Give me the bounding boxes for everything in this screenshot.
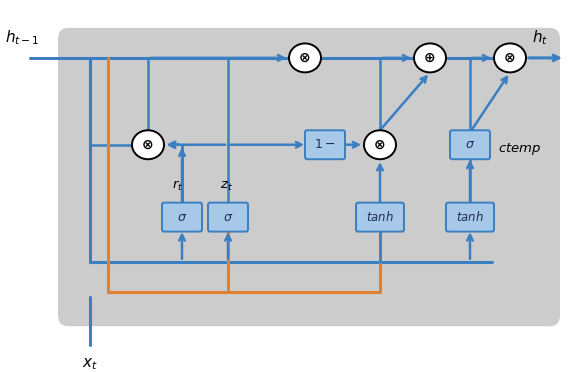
Text: $\sigma$: $\sigma$ — [465, 138, 475, 151]
Text: $x_t$: $x_t$ — [82, 356, 98, 372]
Text: $\sigma$: $\sigma$ — [177, 211, 187, 224]
FancyBboxPatch shape — [208, 203, 248, 232]
Text: ⊗: ⊗ — [142, 138, 154, 152]
Text: $1-$: $1-$ — [314, 138, 336, 151]
Text: $tanh$: $tanh$ — [456, 210, 484, 224]
Text: $z_t$: $z_t$ — [219, 180, 232, 193]
Text: ⊗: ⊗ — [299, 51, 311, 65]
Text: ⊗: ⊗ — [504, 51, 516, 65]
Ellipse shape — [364, 130, 396, 159]
Text: $ctemp$: $ctemp$ — [498, 141, 541, 157]
FancyBboxPatch shape — [58, 28, 560, 326]
Text: ⊗: ⊗ — [374, 138, 386, 152]
Ellipse shape — [414, 44, 446, 73]
Text: $\sigma$: $\sigma$ — [223, 211, 233, 224]
Text: ⊕: ⊕ — [424, 51, 436, 65]
FancyBboxPatch shape — [356, 203, 404, 232]
Text: $r_t$: $r_t$ — [172, 179, 184, 193]
Ellipse shape — [132, 130, 164, 159]
Text: $h_t$: $h_t$ — [532, 29, 548, 47]
FancyBboxPatch shape — [446, 203, 494, 232]
Text: $tanh$: $tanh$ — [366, 210, 394, 224]
FancyBboxPatch shape — [162, 203, 202, 232]
Ellipse shape — [289, 44, 321, 73]
Ellipse shape — [494, 44, 526, 73]
FancyBboxPatch shape — [450, 130, 490, 159]
Text: $h_{t-1}$: $h_{t-1}$ — [5, 29, 40, 47]
FancyBboxPatch shape — [305, 130, 345, 159]
